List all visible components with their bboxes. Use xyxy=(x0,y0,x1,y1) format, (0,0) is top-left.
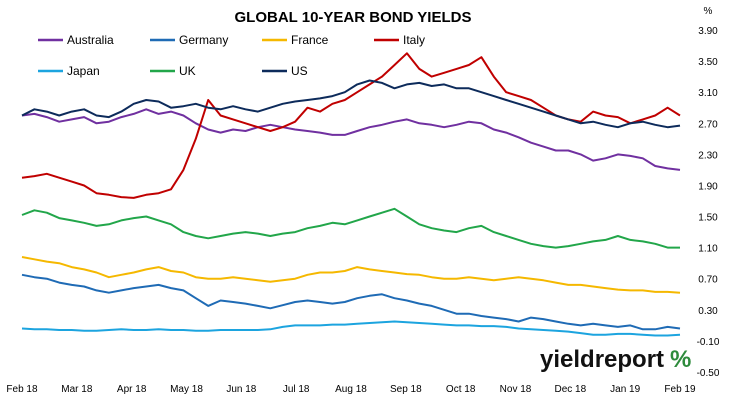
y-tick-label: -0.50 xyxy=(697,368,720,379)
legend-label-australia: Australia xyxy=(67,33,114,47)
series-line-france xyxy=(21,256,681,294)
legend-label-italy: Italy xyxy=(403,33,425,47)
x-tick-label: Jul 18 xyxy=(283,384,310,395)
logo-percent-symbol: % xyxy=(670,346,691,373)
x-tick-label: Aug 18 xyxy=(335,384,367,395)
legend-label-germany: Germany xyxy=(179,33,228,47)
legend-label-us: US xyxy=(291,64,308,78)
logo-brand-text: yieldreport xyxy=(540,346,664,373)
x-axis-ticks: Feb 18 Mar 18 Apr 18 May 18 Jun 18 Jul 18 Aug … xyxy=(6,384,696,395)
y-tick-label: 1.90 xyxy=(698,181,718,192)
series-lines xyxy=(21,52,681,337)
x-tick-label: Jan 19 xyxy=(610,384,640,395)
series-line-germany xyxy=(21,273,681,331)
x-tick-label: Jun 18 xyxy=(226,384,256,395)
chart-title: GLOBAL 10-YEAR BOND YIELDS xyxy=(235,9,472,26)
legend-label-japan: Japan xyxy=(67,64,100,78)
legend-label-france: France xyxy=(291,33,329,47)
y-tick-label: 2.30 xyxy=(698,150,718,161)
x-tick-label: May 18 xyxy=(170,384,203,395)
series-line-uk xyxy=(21,207,680,249)
series-line-us xyxy=(21,79,681,129)
legend-label-uk: UK xyxy=(179,64,196,78)
y-tick-label: 0.70 xyxy=(698,275,718,286)
x-tick-label: Nov 18 xyxy=(500,384,532,395)
yieldreport-logo: yieldreport % xyxy=(540,346,691,373)
y-axis-unit-label: % xyxy=(704,6,713,17)
y-tick-label: 3.10 xyxy=(698,88,718,99)
x-tick-label: Oct 18 xyxy=(446,384,476,395)
x-tick-label: Feb 19 xyxy=(664,384,696,395)
y-axis-ticks: 3.90 3.50 3.10 2.70 2.30 1.90 1.50 1.10 0.70 0.30… xyxy=(697,26,720,379)
y-tick-label: 0.30 xyxy=(698,306,718,317)
y-tick-label: 1.50 xyxy=(698,213,718,224)
y-tick-label: 3.90 xyxy=(698,26,718,37)
series-line-japan xyxy=(21,320,681,337)
x-tick-label: Apr 18 xyxy=(117,384,147,395)
series-line-australia xyxy=(21,108,681,171)
y-tick-label: 1.10 xyxy=(698,244,718,255)
x-tick-label: Sep 18 xyxy=(390,384,422,395)
x-tick-label: Dec 18 xyxy=(554,384,586,395)
y-tick-label: -0.10 xyxy=(697,337,720,348)
legend: Australia Germany France Italy Japan UK US xyxy=(38,33,425,78)
x-tick-label: Mar 18 xyxy=(61,384,93,395)
y-tick-label: 2.70 xyxy=(698,119,718,130)
x-tick-label: Feb 18 xyxy=(6,384,38,395)
y-tick-label: 3.50 xyxy=(698,57,718,68)
